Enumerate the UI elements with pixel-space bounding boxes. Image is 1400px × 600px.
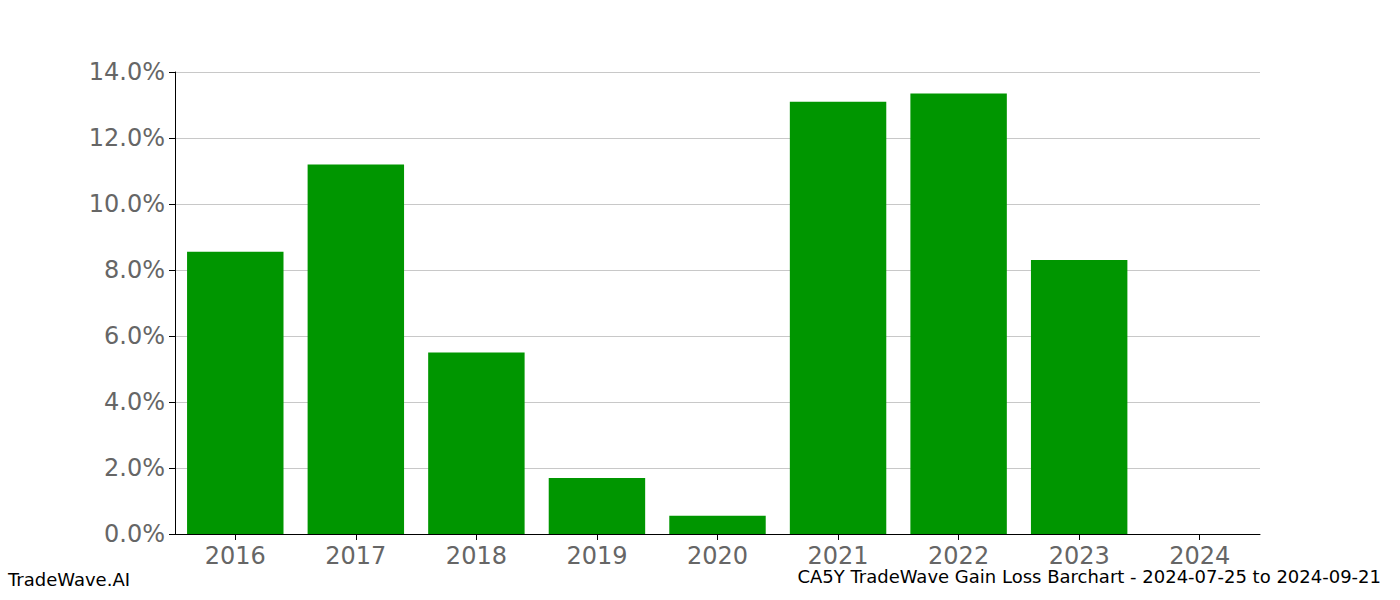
svg-text:2023: 2023 [1048, 542, 1110, 570]
svg-text:0.0%: 0.0% [104, 520, 165, 548]
svg-text:2021: 2021 [807, 542, 869, 570]
svg-text:2022: 2022 [928, 542, 990, 570]
svg-text:6.0%: 6.0% [104, 322, 165, 350]
svg-text:2020: 2020 [687, 542, 748, 570]
svg-text:2017: 2017 [325, 542, 386, 570]
svg-text:2019: 2019 [566, 542, 627, 570]
svg-text:CA5Y TradeWave Gain Loss Barch: CA5Y TradeWave Gain Loss Barchart - 2024… [797, 566, 1381, 587]
svg-text:TradeWave.AI: TradeWave.AI [7, 569, 130, 590]
svg-text:2018: 2018 [446, 542, 507, 570]
svg-text:2.0%: 2.0% [104, 454, 165, 482]
svg-text:2016: 2016 [205, 542, 266, 570]
svg-text:14.0%: 14.0% [89, 58, 165, 86]
svg-text:4.0%: 4.0% [104, 388, 165, 416]
svg-text:10.0%: 10.0% [89, 190, 165, 218]
svg-text:2024: 2024 [1169, 542, 1231, 570]
svg-text:8.0%: 8.0% [104, 256, 165, 284]
svg-text:12.0%: 12.0% [89, 124, 165, 152]
